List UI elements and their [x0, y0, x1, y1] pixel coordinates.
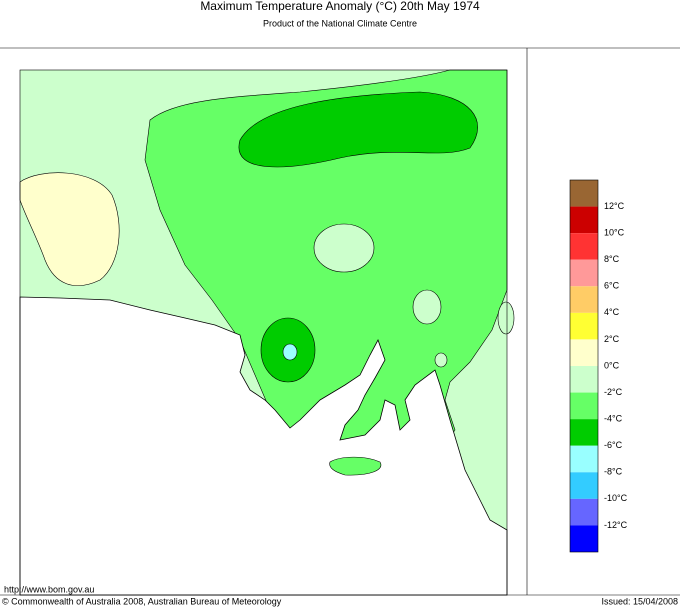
map-frame	[19, 69, 508, 596]
anomaly-region	[497, 301, 515, 335]
sea	[19, 296, 508, 596]
anomaly-region	[412, 289, 442, 325]
legend-label: 2°C	[604, 334, 620, 344]
subtitle: Product of the National Climate Centre	[263, 18, 417, 28]
legend-label: -10°C	[604, 493, 628, 503]
island	[329, 456, 382, 476]
legend-swatch	[570, 472, 598, 499]
map-area	[19, 69, 515, 596]
footer-copyright: © Commonwealth of Australia 2008, Austra…	[2, 596, 282, 606]
legend-swatch	[570, 498, 598, 526]
legend-swatch	[570, 233, 598, 260]
legend-swatch	[570, 525, 598, 552]
legend: 12°C 10°C 8°C 6°C 4°C 2°C 0°C -2°C -4°C -6°C -8°C -…	[569, 179, 628, 553]
title: Maximum Temperature Anomaly (°C) 20th Ma…	[200, 0, 480, 13]
legend-swatch	[570, 366, 598, 393]
legend-label: -12°C	[604, 520, 628, 530]
legend-swatch	[570, 392, 598, 420]
legend-swatch	[570, 445, 598, 473]
legend-label: -2°C	[604, 387, 623, 397]
anomaly-region	[434, 352, 448, 368]
legend-swatch	[570, 180, 598, 207]
legend-label: 12°C	[604, 201, 625, 211]
legend-swatch	[570, 286, 598, 313]
legend-label: 4°C	[604, 307, 620, 317]
legend-swatch	[570, 206, 598, 234]
legend-swatch	[570, 259, 598, 287]
legend-swatch	[570, 419, 598, 446]
legend-label: -8°C	[604, 467, 623, 477]
legend-border	[569, 179, 599, 553]
legend-label: -4°C	[604, 414, 623, 424]
legend-label: 6°C	[604, 281, 620, 291]
footer-issued: Issued: 15/04/2008	[601, 596, 678, 606]
anomaly-region	[238, 91, 478, 168]
legend-swatch	[570, 339, 598, 366]
anomaly-region	[313, 223, 375, 273]
anomaly-region	[19, 172, 120, 287]
legend-label: 0°C	[604, 360, 620, 370]
anomaly-region	[282, 343, 298, 361]
footer-url: http://www.bom.gov.au	[4, 584, 94, 594]
legend-label: 10°C	[604, 228, 625, 238]
legend-swatch	[570, 312, 598, 340]
legend-label: -6°C	[604, 440, 623, 450]
legend-label: 8°C	[604, 254, 620, 264]
